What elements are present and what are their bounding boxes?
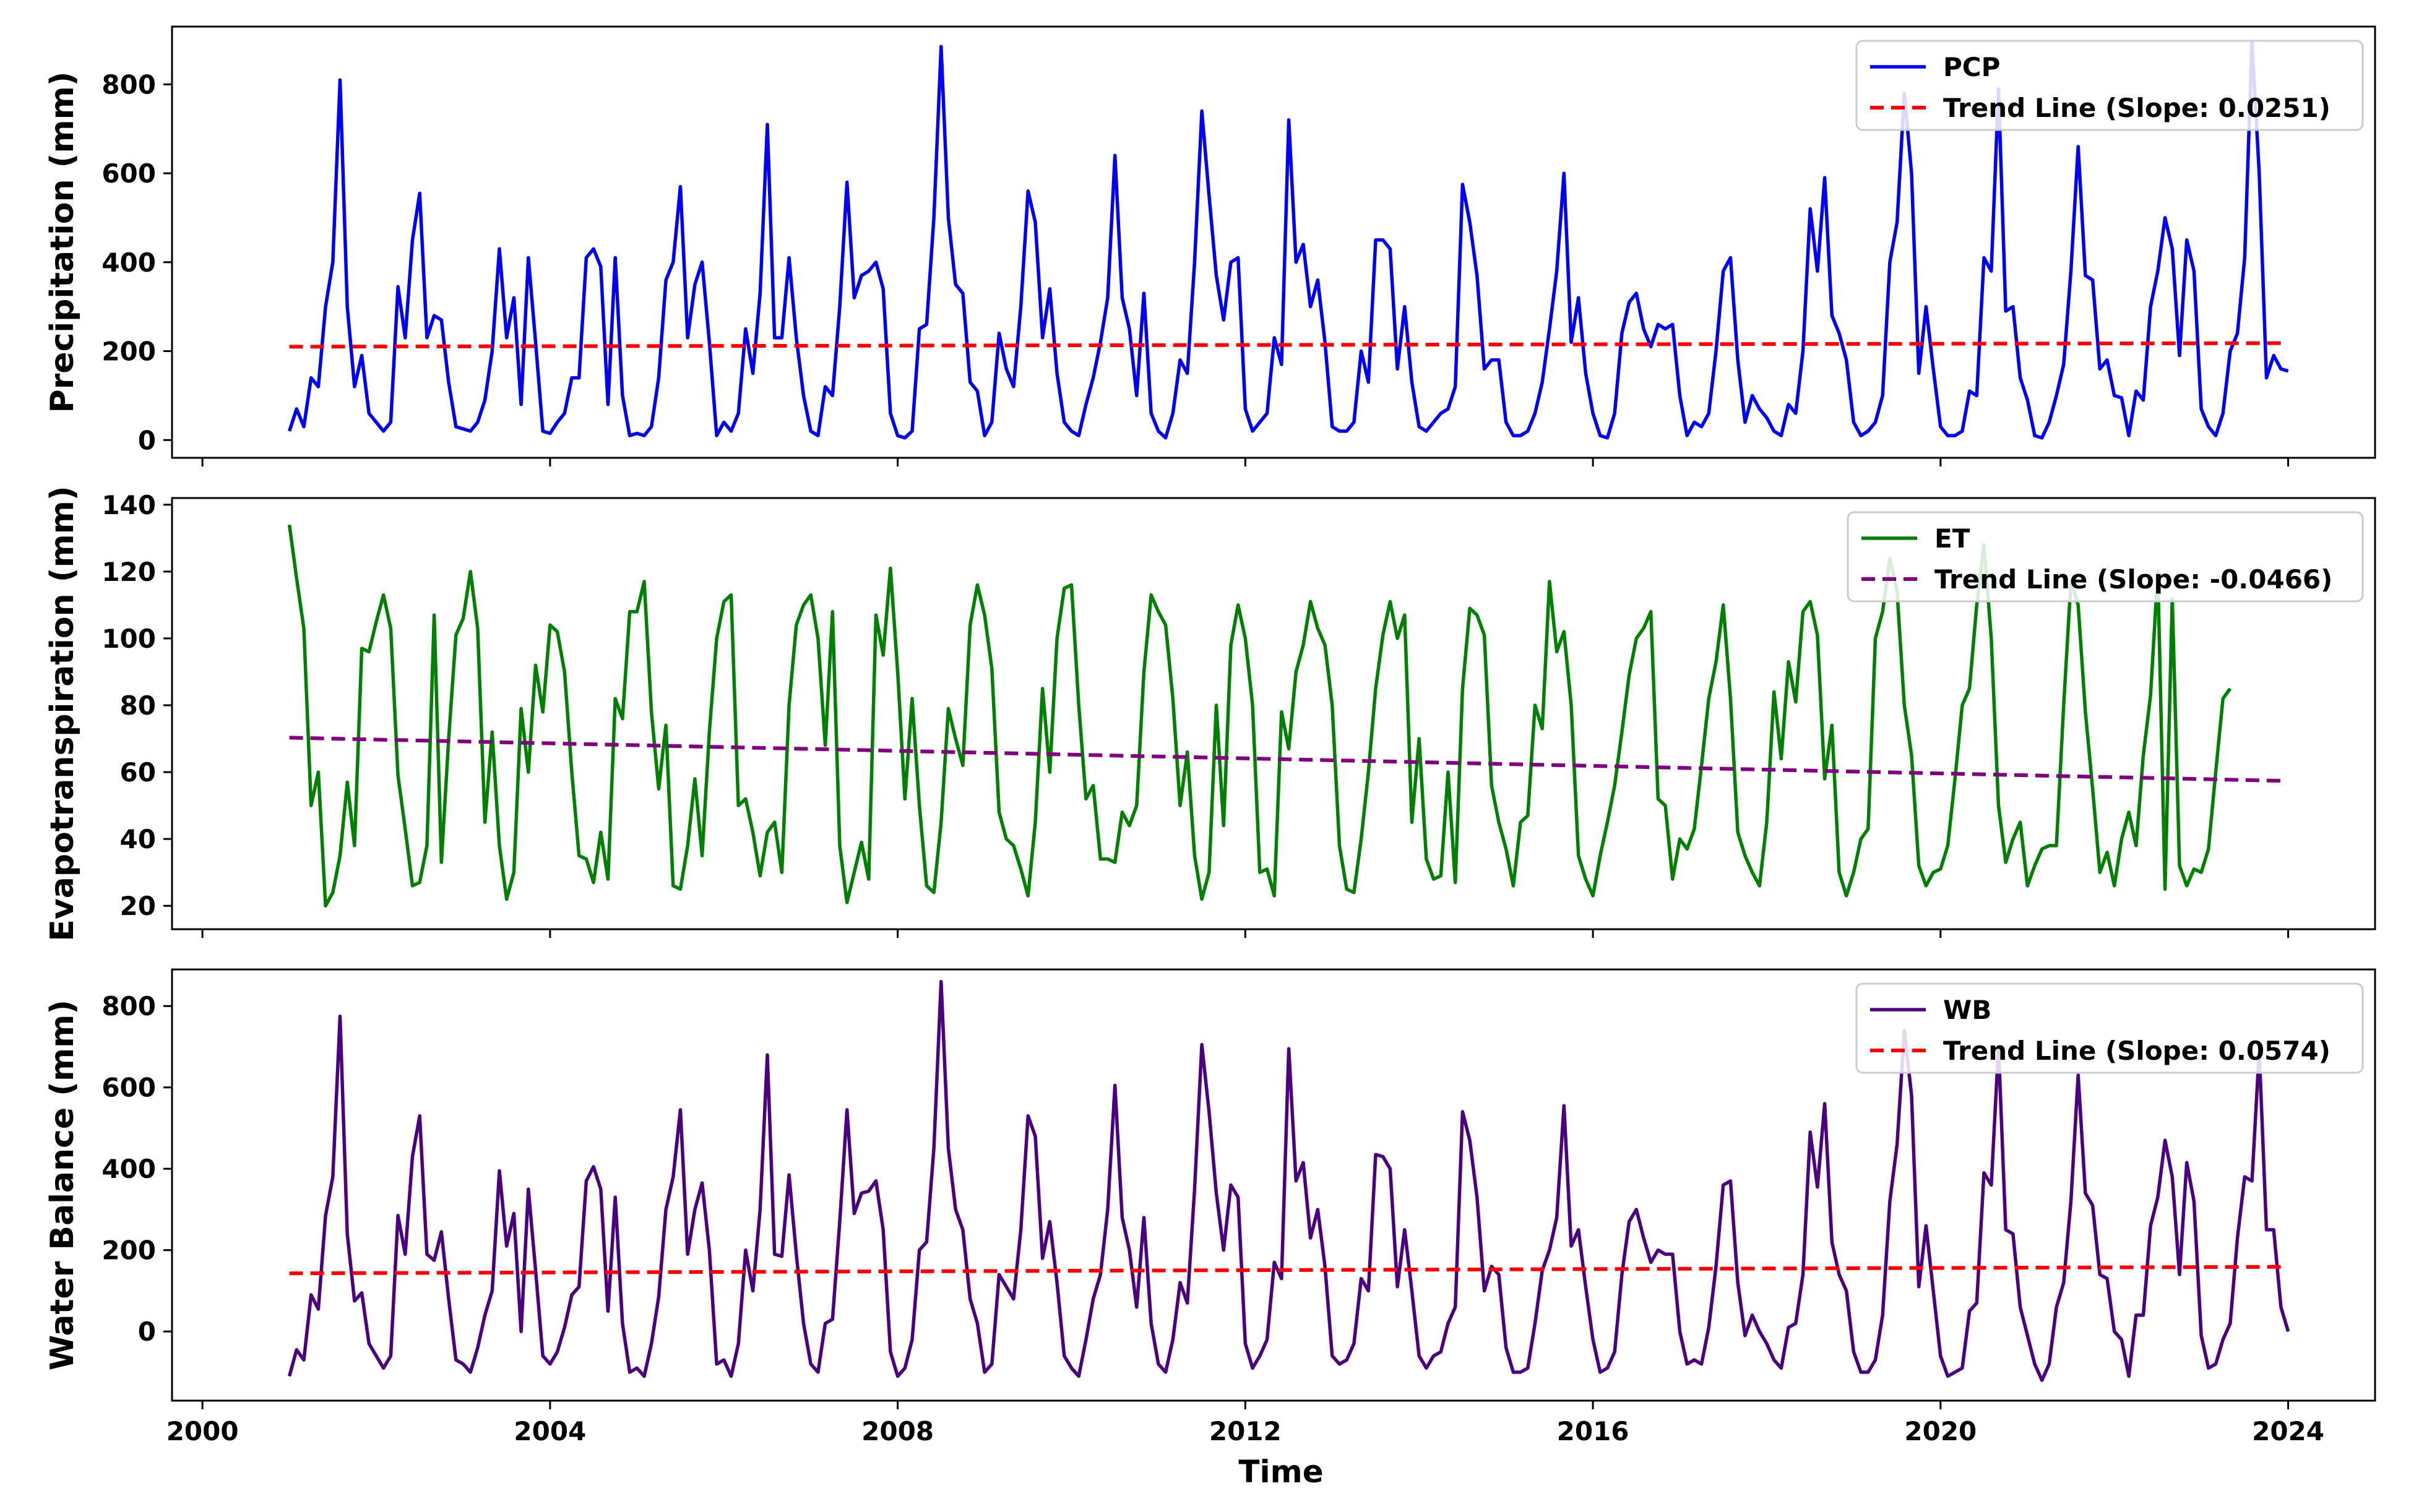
x-tick-label: 2012 <box>1209 1416 1282 1446</box>
y-tick-label: 40 <box>120 824 156 854</box>
y-axis-label: Water Balance (mm) <box>44 1000 81 1370</box>
legend-label: Trend Line (Slope: 0.0251) <box>1943 93 2331 123</box>
legend-label: WB <box>1943 995 1991 1025</box>
y-tick-label: 200 <box>101 1235 156 1266</box>
y-tick-label: 800 <box>101 991 156 1021</box>
series-line-wb <box>287 979 2290 1382</box>
panel-frame <box>171 497 2376 930</box>
legend-label: ET <box>1934 523 1970 554</box>
x-tick-label: 2024 <box>2252 1416 2324 1446</box>
x-tick-label: 2008 <box>861 1416 934 1446</box>
y-tick-label: 600 <box>101 158 156 189</box>
y-tick-label: 800 <box>101 69 156 100</box>
y-tick-label: 120 <box>101 557 156 587</box>
series-group <box>287 524 2282 908</box>
y-tick-label: 100 <box>101 624 156 654</box>
y-tick-label: 60 <box>120 757 156 788</box>
legend-frame <box>1855 982 2364 1074</box>
y-tick-label: 140 <box>101 490 156 520</box>
x-tick-label: 2016 <box>1557 1416 1629 1446</box>
y-tick-label: 600 <box>101 1073 156 1103</box>
y-tick-label: 400 <box>101 1154 156 1184</box>
y-tick-label: 20 <box>120 891 156 921</box>
x-axis-label: Time <box>1238 1454 1323 1490</box>
legend: PCP Trend Line (Slope: 0.0251) <box>1855 40 2364 131</box>
legend-frame <box>1855 40 2364 131</box>
y-tick-label: 200 <box>101 337 156 367</box>
y-tick-label: 400 <box>101 247 156 278</box>
panel-3: 0 200 400 600 800 Water Balance (mm) WB Trend L… <box>44 968 2376 1409</box>
x-tick-label: 2004 <box>514 1416 586 1446</box>
legend-label: Trend Line (Slope: -0.0466) <box>1934 564 2332 595</box>
legend: ET Trend Line (Slope: -0.0466) <box>1847 511 2364 603</box>
y-tick-label: 0 <box>138 1317 156 1347</box>
panel-frame <box>171 968 2376 1402</box>
y-tick-label: 0 <box>138 425 156 455</box>
legend-frame <box>1847 511 2364 603</box>
x-axis: 2000 2004 2008 2012 2016 2020 2024 <box>166 1416 2324 1446</box>
series-line-pcp <box>287 40 2289 440</box>
panel-2: 20 40 60 80 100 120 140 Evapotranspiration (mm)… <box>44 486 2376 942</box>
legend-label: PCP <box>1943 52 2000 82</box>
legend: WB Trend Line (Slope: 0.0574) <box>1855 982 2364 1074</box>
series-line-et <box>287 524 2232 908</box>
x-tick-label: 2000 <box>166 1416 239 1446</box>
series-group <box>287 40 2289 440</box>
y-tick-label: 80 <box>120 690 156 721</box>
panel-frame <box>171 25 2376 459</box>
trend-line <box>289 736 2282 783</box>
y-axis-label: Evapotranspiration (mm) <box>44 486 81 941</box>
y-axis-label: Precipitation (mm) <box>44 71 81 413</box>
legend-label: Trend Line (Slope: 0.0574) <box>1943 1036 2331 1066</box>
series-group <box>287 979 2290 1382</box>
trend-line <box>289 1265 2282 1276</box>
trend-line <box>289 341 2282 349</box>
x-tick-label: 2020 <box>1904 1416 1977 1446</box>
panel-1: 0 200 400 600 800 Precipitation (mm) PCP Trend … <box>44 25 2376 466</box>
